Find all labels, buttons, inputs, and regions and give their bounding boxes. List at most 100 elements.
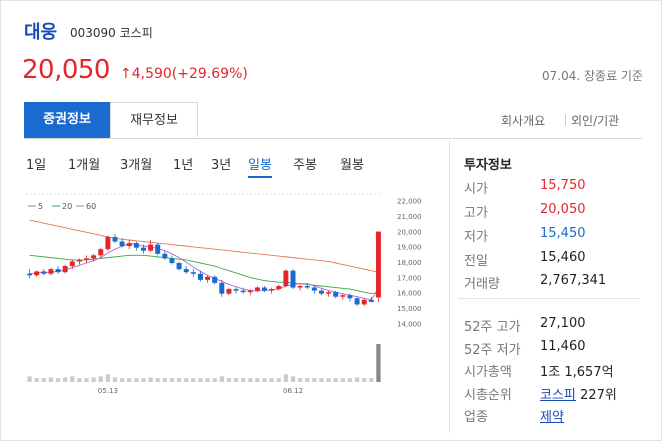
info-value: 20,050 [540, 202, 586, 217]
volume-bar [354, 377, 360, 382]
ma-legend-label: 20 [62, 202, 72, 211]
volume-bar [198, 378, 203, 382]
volume-bar [269, 378, 274, 382]
volume-bar [226, 378, 232, 382]
investment-info-title: 투자정보 [464, 158, 512, 173]
period-daily-candle[interactable]: 일봉 [248, 154, 272, 178]
volume-bar [376, 344, 381, 382]
volume-bar [41, 378, 46, 382]
candle-body [311, 287, 317, 291]
tab-foreign-institution[interactable]: 외인/기관 [571, 114, 620, 128]
period-3year[interactable]: 3년 [211, 158, 232, 173]
y-tick-label: 15,000 [397, 305, 422, 313]
tab-bar: 증권정보 재무정보 회사개요 외인/기관 [24, 102, 642, 139]
candle-body [197, 273, 203, 280]
candle-body [340, 295, 346, 297]
volume-bar [148, 377, 153, 382]
candle-body [176, 263, 182, 270]
candle-body [304, 286, 310, 288]
volume-bar [77, 378, 82, 382]
volume-bar [91, 377, 96, 382]
info-value-link[interactable]: 코스피 [540, 388, 576, 403]
volume-bar [262, 378, 267, 382]
volume-bar [134, 378, 139, 382]
volume-bar [169, 378, 175, 382]
volume-bar [297, 378, 303, 382]
candle-body [269, 289, 275, 291]
candle-body [361, 299, 367, 305]
volume-bar [55, 378, 61, 382]
volume-bar [162, 378, 167, 382]
candle-body [240, 290, 246, 293]
volume-bar [241, 378, 246, 382]
volume-bar [333, 378, 338, 382]
info-value-link[interactable]: 제약 [540, 410, 564, 425]
volume-bar [283, 374, 289, 382]
candle-body [297, 286, 303, 288]
volume-bar [176, 378, 182, 382]
ma-legend-label: 60 [86, 202, 96, 211]
candle-body [69, 261, 75, 267]
candle-body [262, 287, 268, 291]
date-status: 07.04. 장종료 기준 [542, 69, 643, 83]
period-1year[interactable]: 1년 [173, 158, 194, 173]
y-tick-label: 17,000 [397, 274, 422, 282]
period-weekly-candle[interactable]: 주봉 [293, 158, 317, 173]
volume-bar [205, 378, 210, 382]
period-1month[interactable]: 1개월 [68, 158, 101, 173]
y-tick-label: 19,000 [397, 244, 422, 252]
volume-bar [219, 376, 224, 382]
info-label: 시총순위 [464, 388, 512, 403]
info-value: 2,767,341 [540, 273, 607, 288]
info-label: 업종 [464, 410, 488, 425]
volume-bar [255, 378, 260, 382]
tab-financial-info[interactable]: 재무정보 [110, 102, 198, 137]
y-tick-label: 18,000 [397, 259, 422, 267]
info-separator [458, 298, 640, 299]
info-label: 52주 저가 [464, 343, 521, 358]
candle-body [354, 298, 360, 305]
volume-bar [369, 378, 374, 382]
candle-body [333, 292, 339, 297]
stock-chart[interactable]: 22,000 21,000 20,000 19,000 18,000 17,000 16,0… [20, 186, 440, 396]
volume-bar [34, 378, 39, 382]
stock-name[interactable]: 대웅 [24, 22, 58, 43]
period-monthly-candle[interactable]: 월봉 [340, 158, 364, 173]
candle-body [326, 292, 332, 294]
candle-body [347, 295, 353, 299]
moving-average-line-ma60 [29, 219, 379, 273]
tab-divider [565, 114, 566, 126]
tab-securities-info[interactable]: 증권정보 [24, 102, 110, 138]
period-3month[interactable]: 3개월 [120, 158, 153, 173]
info-value: 15,450 [540, 226, 586, 241]
candle-body [41, 271, 47, 274]
candle-body [290, 270, 296, 288]
volume-bar [326, 378, 331, 382]
candle-body [162, 253, 168, 259]
candle-body [98, 249, 104, 256]
current-price: 20,050 [22, 55, 110, 85]
stock-code-number: 003090 [70, 26, 116, 40]
candle-body [276, 286, 282, 290]
info-label: 전일 [464, 254, 488, 269]
candle-body [34, 271, 40, 276]
candle-body [119, 241, 125, 247]
candle-body [183, 269, 189, 273]
candle-body [283, 270, 289, 286]
volume-bar [248, 378, 253, 382]
volume-bar [290, 376, 296, 382]
x-tick-label: 06.12 [283, 387, 303, 395]
info-label: 시가총액 [464, 365, 512, 380]
candle-body [148, 244, 154, 251]
info-value: 제약 [540, 406, 564, 425]
volume-bar [84, 378, 89, 382]
y-tick-label: 22,000 [397, 198, 422, 206]
volume-bar [319, 378, 324, 382]
volume-bar [70, 376, 75, 382]
info-label: 52주 고가 [464, 320, 521, 335]
volume-bar [155, 378, 160, 382]
candle-body [48, 269, 54, 274]
info-value: 27,100 [540, 316, 586, 331]
tab-company-overview[interactable]: 회사개요 [501, 114, 546, 128]
period-1day[interactable]: 1일 [26, 158, 47, 173]
